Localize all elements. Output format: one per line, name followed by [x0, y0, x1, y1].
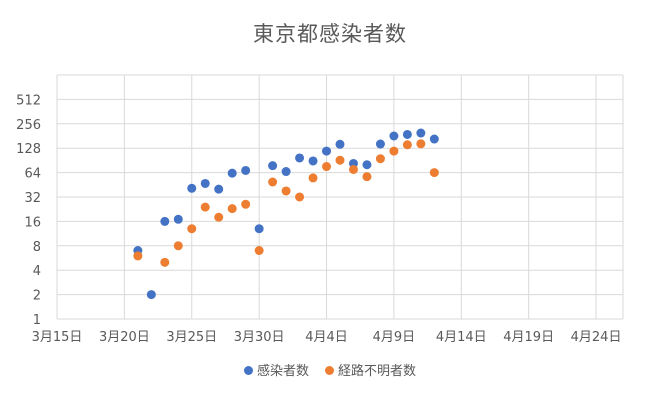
data-point	[335, 155, 345, 165]
data-point	[241, 165, 251, 175]
data-point	[402, 140, 412, 150]
data-point	[375, 139, 385, 149]
data-point	[281, 167, 291, 177]
data-point	[322, 146, 332, 156]
x-tick-label: 3月20日	[99, 330, 150, 345]
data-point	[429, 168, 439, 178]
y-tick-label: 1	[33, 313, 41, 328]
data-point	[241, 199, 251, 209]
data-point	[187, 183, 197, 193]
y-tick-label: 2	[33, 289, 41, 304]
data-point	[254, 224, 264, 234]
x-tick-label: 4月14日	[436, 330, 487, 345]
data-point	[362, 172, 372, 182]
y-tick-label: 8	[33, 240, 41, 255]
data-point	[322, 162, 332, 172]
data-point	[429, 134, 439, 144]
data-point	[295, 192, 305, 202]
legend-marker	[325, 366, 334, 375]
data-point	[281, 186, 291, 196]
x-tick-label: 3月30日	[234, 330, 285, 345]
data-point	[214, 212, 224, 222]
x-tick-label: 4月4日	[305, 330, 348, 345]
data-point	[375, 154, 385, 164]
data-point	[416, 139, 426, 149]
x-tick-label: 4月19日	[503, 330, 554, 345]
data-point	[254, 246, 264, 256]
data-point	[295, 153, 305, 163]
x-tick-label: 4月24日	[571, 330, 622, 345]
data-point	[335, 139, 345, 149]
y-tick-label: 256	[16, 118, 41, 133]
y-tick-label: 512	[16, 93, 41, 108]
y-tick-label: 16	[24, 215, 41, 230]
legend-label: 感染者数	[256, 364, 309, 379]
data-point	[389, 131, 399, 141]
x-tick-label: 3月15日	[32, 330, 83, 345]
y-tick-label: 4	[33, 264, 41, 279]
data-point	[416, 128, 426, 138]
data-point	[402, 129, 412, 139]
data-point	[268, 177, 278, 187]
data-point	[348, 164, 358, 174]
data-point	[160, 257, 170, 267]
data-point	[187, 224, 197, 234]
y-tick-label: 32	[24, 191, 41, 206]
data-point	[173, 241, 183, 251]
legend-label: 経路不明者数	[338, 364, 417, 379]
legend-item: 感染者数	[243, 360, 309, 379]
data-point	[362, 160, 372, 170]
data-point	[173, 214, 183, 224]
chart-title: 東京都感染者数	[253, 22, 407, 46]
data-point	[200, 178, 210, 188]
data-point	[227, 168, 237, 178]
x-tick-label: 4月9日	[373, 330, 416, 345]
legend-item: 経路不明者数	[325, 360, 416, 379]
data-point	[146, 290, 156, 300]
data-point	[308, 156, 318, 166]
data-point	[214, 184, 224, 194]
y-tick-label: 64	[24, 167, 41, 182]
chart-legend: 感染者数 経路不明者数	[0, 360, 660, 379]
x-tick-label: 3月25日	[166, 330, 217, 345]
legend-marker	[243, 366, 253, 375]
y-tick-label: 128	[16, 142, 41, 157]
data-point	[389, 146, 399, 156]
data-point	[227, 204, 237, 214]
data-point	[268, 161, 278, 171]
data-point	[308, 173, 318, 183]
data-point	[160, 216, 170, 226]
data-point	[200, 202, 210, 212]
data-point	[133, 251, 143, 261]
